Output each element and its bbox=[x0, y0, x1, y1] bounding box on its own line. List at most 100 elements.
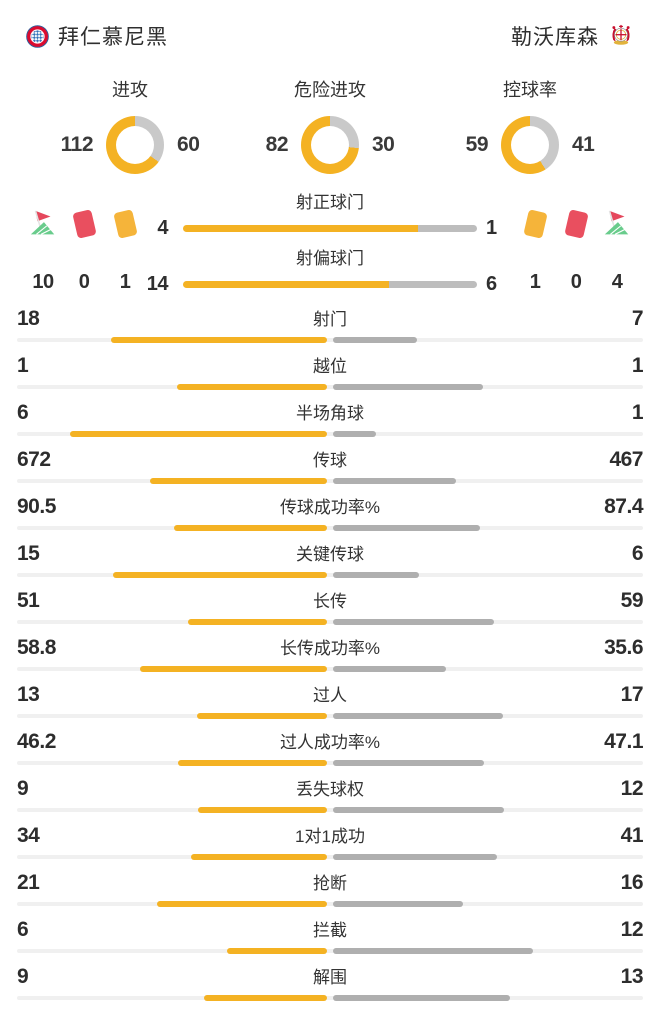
stat-bar-away bbox=[333, 478, 456, 484]
stat-bar bbox=[17, 948, 643, 954]
stat-bar-away bbox=[333, 384, 483, 390]
stat-away-value: 87.4 bbox=[604, 495, 643, 518]
stat-bar-track bbox=[17, 949, 643, 953]
stat-label: 过人成功率% bbox=[279, 733, 381, 752]
stat-home-value: 34 bbox=[17, 824, 40, 847]
stat-bar-home bbox=[70, 431, 327, 437]
stat-away-value: 12 bbox=[620, 777, 644, 800]
stat-bar-away bbox=[333, 572, 419, 578]
away-team: 勒沃库森 bbox=[511, 21, 634, 51]
donut-home-value: 112 bbox=[60, 133, 94, 156]
donut-home-value: 59 bbox=[465, 133, 489, 156]
stat-away-value: 7 bbox=[631, 307, 644, 330]
stat-row: 9 丢失球权 12 bbox=[0, 775, 660, 813]
stat-bar-away bbox=[333, 948, 533, 954]
stat-home-value: 6 bbox=[17, 401, 29, 424]
stats-list: 18 射门 7 1 越位 1 6 bbox=[0, 305, 660, 1001]
corner-flag-icon bbox=[26, 207, 60, 241]
stat-row: 46.2 过人成功率% 47.1 bbox=[0, 728, 660, 766]
stat-home-value: 90.5 bbox=[17, 495, 56, 518]
stat-row: 13 过人 17 bbox=[0, 681, 660, 719]
home-team: 拜仁慕尼黑 bbox=[26, 21, 168, 51]
stat-away-value: 17 bbox=[620, 683, 644, 706]
stat-row: 90.5 传球成功率% 87.4 bbox=[0, 493, 660, 531]
stat-bar bbox=[17, 384, 643, 390]
stat-label: 抢断 bbox=[313, 874, 347, 893]
donut-chart bbox=[301, 116, 359, 174]
stat-label: 越位 bbox=[313, 357, 347, 376]
stat-home-value: 6 bbox=[17, 918, 29, 941]
stat-bar-home bbox=[188, 619, 327, 625]
red-card-icon bbox=[559, 207, 593, 241]
stat-away-value: 6 bbox=[631, 542, 644, 565]
red-card-icon bbox=[67, 207, 101, 241]
shots-off-target-bar bbox=[183, 281, 477, 288]
stat-home-value: 18 bbox=[17, 307, 40, 330]
donut-stat: 进攻 112 60 bbox=[30, 78, 230, 175]
shots-section: 射正球门 射偏球门 bbox=[0, 191, 660, 303]
away-red-cards: 0 bbox=[570, 271, 582, 293]
stat-bar bbox=[17, 901, 643, 907]
shots-on-home-value: 4 bbox=[157, 217, 168, 239]
stat-bar-home bbox=[174, 525, 327, 531]
stat-label: 长传 bbox=[313, 592, 347, 611]
stat-bar-home bbox=[178, 760, 327, 766]
donut-away-value: 41 bbox=[572, 133, 595, 156]
stat-bar-track bbox=[17, 808, 643, 812]
stat-bar-track bbox=[17, 855, 643, 859]
stat-away-value: 1 bbox=[631, 401, 644, 424]
shots-off-away-value: 6 bbox=[486, 273, 497, 295]
stat-away-value: 59 bbox=[620, 589, 644, 612]
stat-bar bbox=[17, 478, 643, 484]
stat-bar-track bbox=[17, 479, 643, 483]
stat-bar-track bbox=[17, 432, 643, 436]
donut-stat: 危险进攻 82 30 bbox=[230, 78, 430, 175]
stat-bar-home bbox=[111, 337, 327, 343]
stat-bar-home bbox=[198, 807, 327, 813]
stat-row: 58.8 长传成功率% 35.6 bbox=[0, 634, 660, 672]
stat-row: 51 长传 59 bbox=[0, 587, 660, 625]
stat-away-value: 41 bbox=[620, 824, 644, 847]
stat-label: 丢失球权 bbox=[296, 780, 364, 799]
stat-bar-away bbox=[333, 901, 463, 907]
home-team-name: 拜仁慕尼黑 bbox=[58, 26, 168, 49]
donut-home-value: 82 bbox=[265, 133, 289, 156]
donut-chart bbox=[106, 116, 165, 174]
stat-bar-away bbox=[333, 760, 484, 766]
donut-chart bbox=[501, 116, 559, 174]
stat-bar-track bbox=[17, 385, 643, 389]
stat-bar-away bbox=[333, 525, 480, 531]
home-discipline-values: 10 0 1 bbox=[26, 271, 142, 294]
stat-label: 传球 bbox=[313, 451, 347, 470]
stat-home-value: 15 bbox=[17, 542, 40, 565]
stat-row: 1 越位 1 bbox=[0, 352, 660, 390]
stat-bar-home bbox=[150, 478, 327, 484]
stat-bar-home bbox=[197, 713, 327, 719]
stat-home-value: 58.8 bbox=[17, 636, 56, 659]
stat-bar-away bbox=[333, 431, 376, 437]
stat-row: 21 抢断 16 bbox=[0, 869, 660, 907]
stat-bar-track bbox=[17, 620, 643, 624]
shots-on-target-label: 射正球门 bbox=[296, 193, 364, 212]
stat-away-value: 35.6 bbox=[604, 636, 643, 659]
stat-label: 拦截 bbox=[313, 921, 347, 940]
leverkusen-logo bbox=[612, 24, 630, 45]
shots-on-target-bar bbox=[183, 225, 477, 232]
stat-bar-home bbox=[204, 995, 327, 1001]
stat-label: 1对1成功 bbox=[295, 827, 365, 846]
stat-bar-away bbox=[333, 619, 494, 625]
away-team-name: 勒沃库森 bbox=[511, 26, 599, 49]
stat-away-value: 47.1 bbox=[604, 730, 643, 753]
away-corners: 4 bbox=[611, 271, 623, 293]
donut-away-value: 60 bbox=[177, 133, 200, 156]
stat-row: 34 1对1成功 41 bbox=[0, 822, 660, 860]
stat-row: 6 半场角球 1 bbox=[0, 399, 660, 437]
stat-bar bbox=[17, 807, 643, 813]
stat-bar bbox=[17, 525, 643, 531]
stat-bar-away bbox=[333, 995, 510, 1001]
corner-flag-icon bbox=[600, 207, 634, 241]
stat-home-value: 51 bbox=[17, 589, 40, 612]
stat-bar bbox=[17, 995, 643, 1001]
header: 拜仁慕尼黑 勒沃库森 bbox=[0, 0, 660, 52]
